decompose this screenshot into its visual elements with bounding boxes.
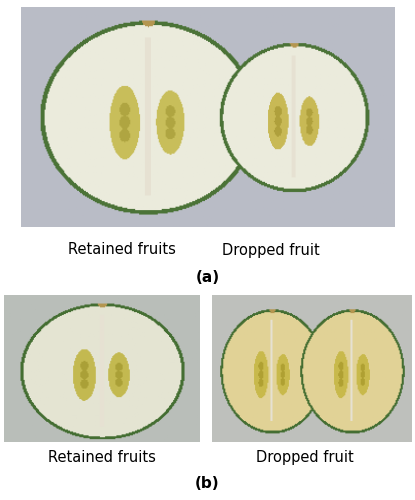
Text: Retained fruits: Retained fruits bbox=[48, 450, 156, 465]
Text: Dropped fruit: Dropped fruit bbox=[222, 242, 320, 258]
Text: (a): (a) bbox=[195, 270, 220, 285]
Text: Dropped fruit: Dropped fruit bbox=[256, 450, 354, 465]
Text: Retained fruits: Retained fruits bbox=[68, 242, 176, 258]
Text: (b): (b) bbox=[195, 476, 220, 491]
